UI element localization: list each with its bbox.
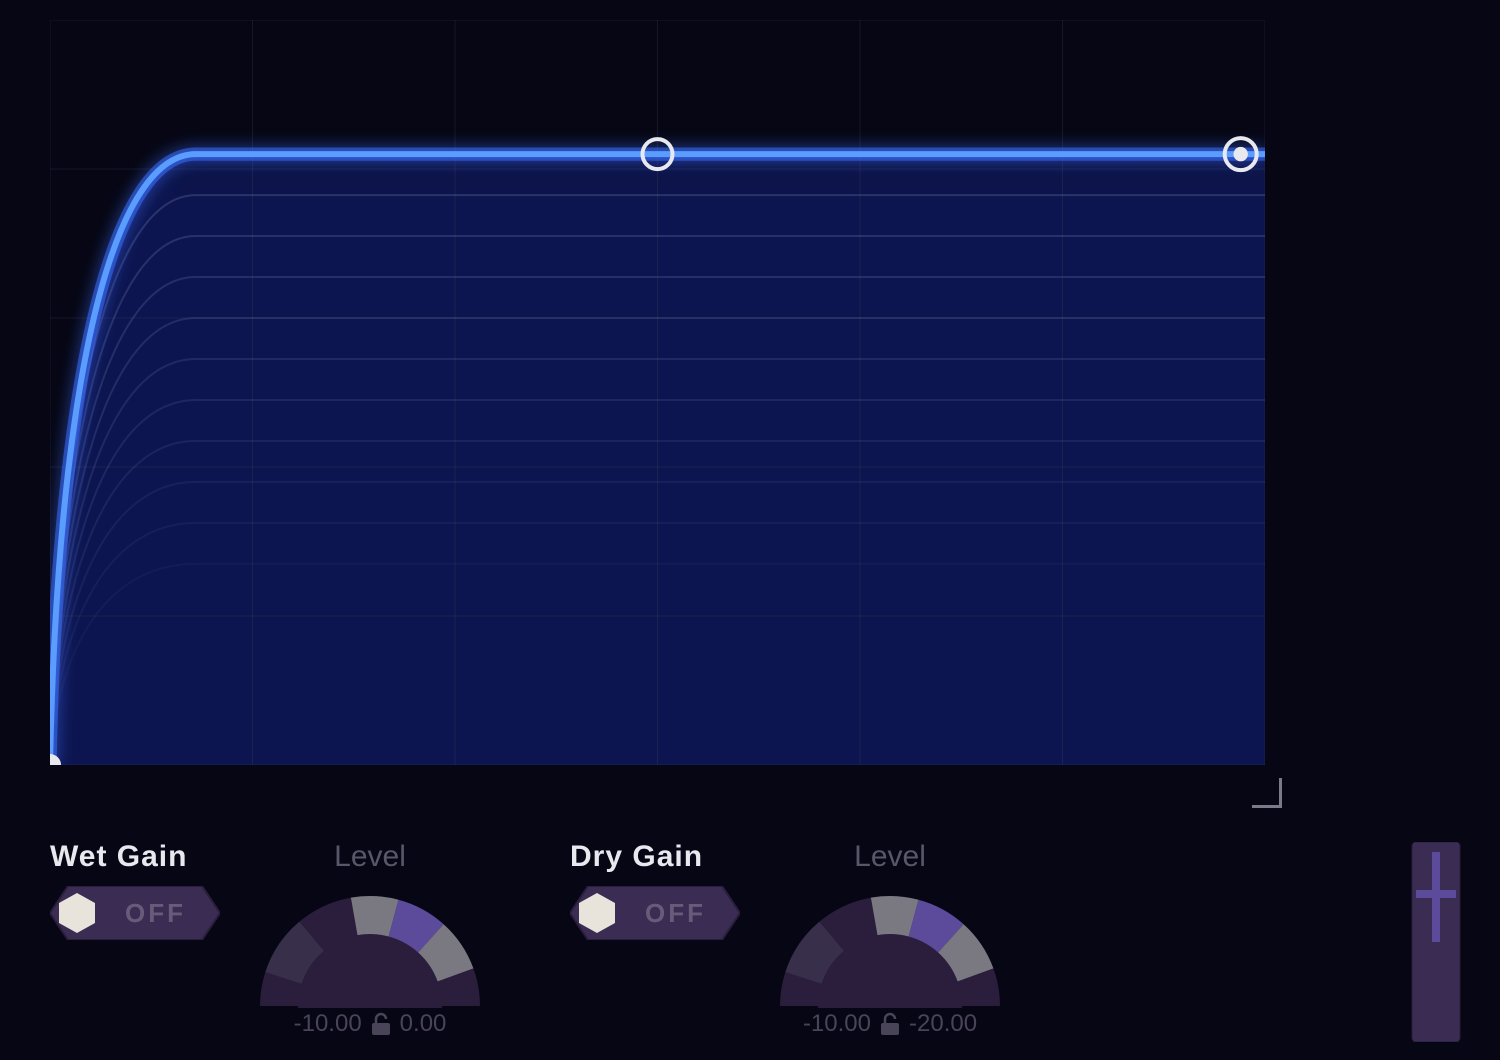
dry-gain-block: Dry Gain OFF Level -10.00 [570,840,1050,1050]
wet-gain-title: Wet Gain [50,840,220,874]
dry-level-label: Level [854,840,926,874]
dry-toggle-state: OFF [645,898,706,929]
wet-gain-block: Wet Gain OFF Level -10.00 [50,840,530,1050]
dry-level-block: Level -10.00 -20.00 [760,840,1020,1038]
wet-level-gauge[interactable] [240,878,500,1008]
output-meter[interactable] [1402,842,1470,1042]
dry-level-gauge[interactable] [760,878,1020,1008]
dry-gain-toggle[interactable]: OFF [570,886,740,940]
wet-level-value-left: -10.00 [294,1010,362,1038]
dry-gain-title: Dry Gain [570,840,740,874]
wet-level-label: Level [334,840,406,874]
dry-level-values: -10.00 -20.00 [803,1010,977,1038]
wet-level-block: Level -10.00 0.00 [240,840,500,1038]
chart-corner-mark [1252,778,1282,808]
dry-level-value-right: -20.00 [909,1010,977,1038]
controls-panel: Wet Gain OFF Level -10.00 [50,840,1450,1050]
wet-toggle-knob-icon [56,892,98,934]
wet-gain-toggle[interactable]: OFF [50,886,220,940]
envelope-chart-svg [50,20,1265,765]
wet-level-values: -10.00 0.00 [294,1010,447,1038]
dry-level-value-left: -10.00 [803,1010,871,1038]
unlock-icon[interactable] [370,1011,392,1037]
wet-level-value-right: 0.00 [400,1010,447,1038]
wet-toggle-state: OFF [125,898,186,929]
envelope-chart[interactable] [50,20,1265,765]
unlock-icon[interactable] [879,1011,901,1037]
dry-toggle-knob-icon [576,892,618,934]
